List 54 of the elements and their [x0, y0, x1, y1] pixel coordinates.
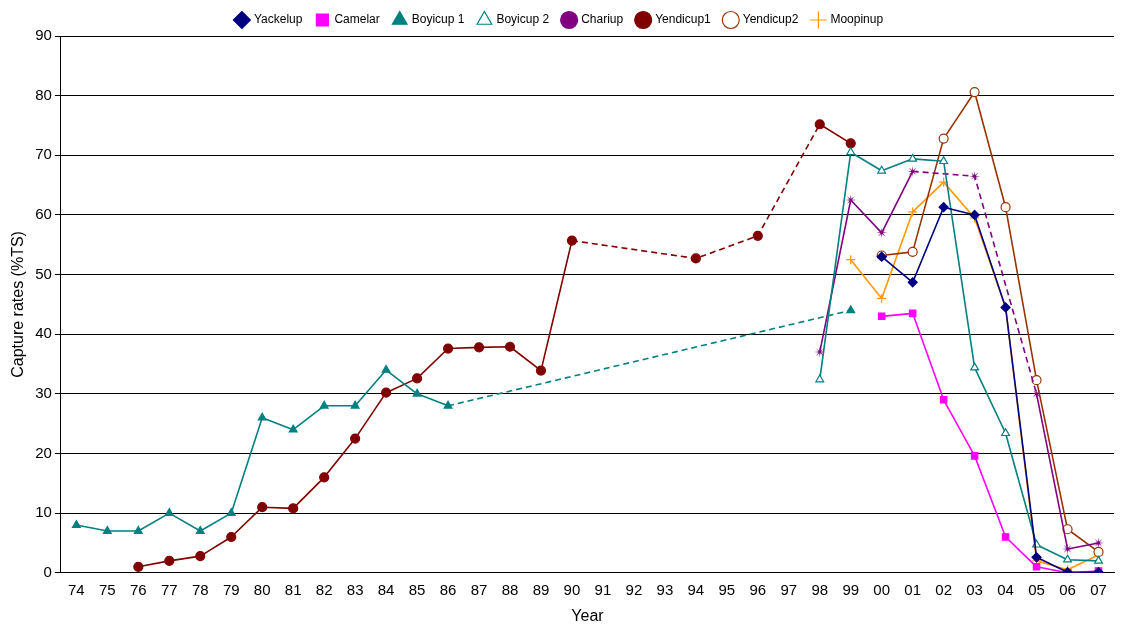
- x-tick-label: 80: [253, 580, 271, 598]
- x-tick-label: 92: [625, 580, 643, 598]
- x-tick-label: 07: [1090, 580, 1107, 598]
- x-tick-label: 84: [377, 580, 395, 598]
- x-tick-label: 83: [346, 580, 364, 598]
- x-tick-label: 81: [284, 580, 302, 598]
- x-tick-label: 99: [842, 580, 860, 598]
- legend-label: Chariup: [581, 12, 624, 27]
- x-tick-label: 91: [594, 580, 612, 598]
- x-tick-label: 97: [780, 580, 798, 598]
- x-tick-label: 03: [966, 580, 983, 598]
- x-tick-label: 00: [873, 580, 891, 598]
- y-axis-title: Capture rates (%TS): [9, 231, 27, 378]
- x-tick-label: 89: [532, 580, 550, 598]
- x-tick-label: 86: [439, 580, 457, 598]
- x-tick-label: 74: [68, 580, 85, 598]
- x-tick-label: 98: [811, 580, 829, 598]
- y-tick-label: 60: [35, 205, 52, 223]
- x-tick-label: 96: [749, 580, 767, 598]
- legend-label: Camelar: [334, 12, 380, 27]
- x-tick-label: 88: [501, 580, 519, 598]
- y-tick-label: 10: [35, 503, 52, 521]
- x-tick-label: 04: [997, 580, 1014, 598]
- x-tick-label: 93: [656, 580, 674, 598]
- legend-label: Yackelup: [253, 12, 303, 27]
- y-tick-label: 20: [35, 443, 52, 461]
- legend-label: Boyicup 1: [411, 12, 465, 27]
- x-tick-label: 01: [904, 580, 922, 598]
- x-tick-label: 90: [563, 580, 581, 598]
- legend-label: Yendicup1: [655, 12, 712, 27]
- y-tick-label: 30: [35, 384, 52, 402]
- x-tick-label: 95: [718, 580, 736, 598]
- x-tick-label: 82: [315, 580, 333, 598]
- legend-label: Moopinup: [830, 12, 884, 27]
- y-tick-label: 80: [35, 85, 52, 103]
- legend-label: Yendicup2: [742, 12, 799, 27]
- x-tick-label: 94: [687, 580, 705, 598]
- x-tick-label: 87: [470, 580, 488, 598]
- x-tick-label: 78: [191, 580, 209, 598]
- y-tick-label: 40: [35, 324, 52, 342]
- x-tick-label: 02: [935, 580, 952, 598]
- x-tick-label: 85: [408, 580, 426, 598]
- x-tick-label: 06: [1059, 580, 1076, 598]
- y-tick-label: 70: [35, 145, 52, 163]
- x-tick-label: 76: [129, 580, 147, 598]
- x-tick-label: 05: [1028, 580, 1045, 598]
- x-tick-label: 77: [160, 580, 178, 598]
- y-tick-label: 50: [35, 264, 52, 282]
- legend-label: Boyicup 2: [496, 12, 550, 27]
- x-tick-label: 75: [99, 580, 116, 598]
- y-tick-label: 90: [35, 26, 52, 44]
- y-tick-label: 0: [43, 562, 52, 580]
- x-axis-title: Year: [571, 606, 605, 624]
- x-tick-label: 79: [222, 580, 240, 598]
